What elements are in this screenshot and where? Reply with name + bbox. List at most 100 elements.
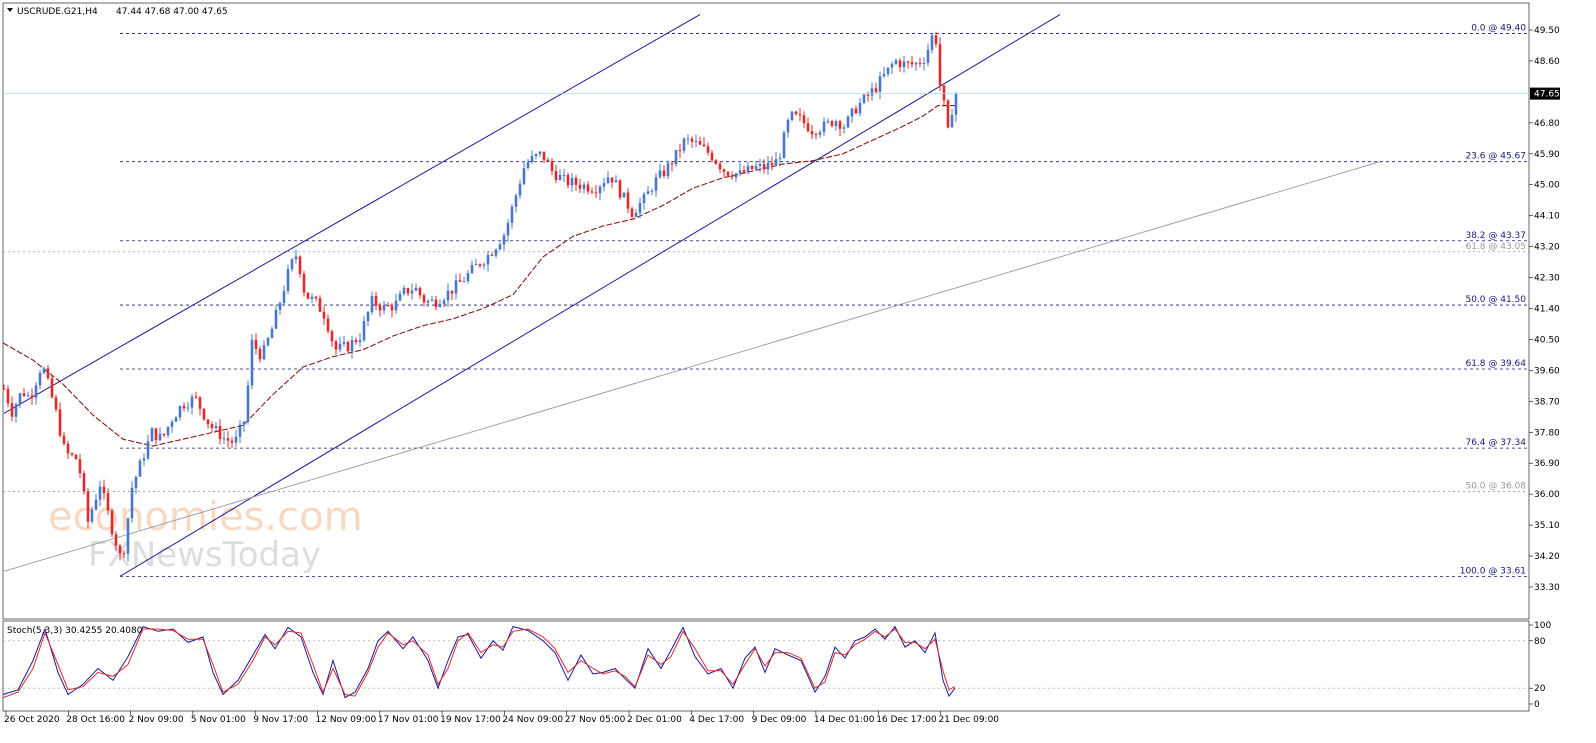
candle-body bbox=[762, 164, 766, 170]
candle-body bbox=[318, 298, 322, 312]
stoch-panel-frame bbox=[2, 620, 1530, 712]
candle-body bbox=[274, 309, 278, 329]
candle-body bbox=[290, 259, 294, 270]
candle-body bbox=[734, 173, 738, 178]
candle-body bbox=[954, 93, 958, 115]
price-axis-label: 40.50 bbox=[1534, 335, 1560, 345]
candle-body bbox=[50, 378, 54, 398]
watermark-line2: FXNewsToday bbox=[88, 535, 321, 575]
fib-secondary-label: 50.0 @ 36.08 bbox=[1465, 481, 1526, 491]
candle-body bbox=[674, 150, 678, 165]
candle-body bbox=[866, 94, 870, 96]
candle-body bbox=[738, 170, 742, 174]
price-axis-label: 45.90 bbox=[1534, 150, 1560, 160]
candle-body bbox=[786, 119, 790, 133]
candle-body bbox=[138, 460, 142, 477]
price-axis-label: 41.40 bbox=[1534, 305, 1560, 315]
candle-body bbox=[366, 312, 370, 322]
candle-body bbox=[506, 223, 510, 236]
candle-body bbox=[150, 428, 154, 442]
candle-body bbox=[350, 340, 354, 352]
candle-body bbox=[562, 174, 566, 176]
candle-body bbox=[98, 486, 102, 500]
candle-body bbox=[938, 44, 942, 86]
stoch-axis-label: 20 bbox=[1534, 684, 1546, 694]
candle-body bbox=[810, 131, 814, 135]
stoch-main-line bbox=[2, 625, 956, 699]
candle-body bbox=[654, 177, 658, 191]
candle-body bbox=[298, 256, 302, 274]
fib-level-label: 100.0 @ 33.61 bbox=[1460, 566, 1526, 576]
candle-body bbox=[218, 426, 222, 440]
candle-body bbox=[118, 545, 122, 554]
candle-body bbox=[22, 393, 26, 396]
candle-body bbox=[134, 476, 138, 488]
candle-body bbox=[754, 165, 758, 170]
candle-body bbox=[814, 134, 818, 136]
price-axis-label: 45.00 bbox=[1534, 181, 1560, 191]
candle-body bbox=[634, 212, 638, 217]
candle-body bbox=[862, 94, 866, 103]
candle-body bbox=[338, 343, 342, 350]
dropdown-arrow-icon[interactable] bbox=[7, 8, 13, 12]
candle-body bbox=[30, 395, 34, 398]
candle-body bbox=[778, 158, 782, 160]
candle-body bbox=[410, 290, 414, 294]
candle-body bbox=[650, 190, 654, 192]
time-axis-label: 12 Nov 09:00 bbox=[316, 715, 377, 725]
candle-body bbox=[878, 76, 882, 92]
candle-body bbox=[542, 151, 546, 160]
candle-body bbox=[378, 305, 382, 311]
candle-body bbox=[822, 121, 826, 133]
candle-body bbox=[702, 144, 706, 147]
candle-body bbox=[534, 153, 538, 156]
candle-body bbox=[38, 372, 42, 386]
candle-body bbox=[454, 280, 458, 294]
candle-body bbox=[638, 202, 642, 213]
candle-body bbox=[782, 132, 786, 159]
candle-body bbox=[166, 426, 170, 436]
candle-body bbox=[870, 88, 874, 96]
price-axis-label: 48.60 bbox=[1534, 57, 1560, 67]
candle-body bbox=[286, 269, 290, 292]
price-axis-label: 39.60 bbox=[1534, 366, 1560, 376]
candle-body bbox=[550, 161, 554, 172]
candle-body bbox=[558, 174, 562, 180]
candle-body bbox=[858, 102, 862, 114]
candle-body bbox=[578, 184, 582, 189]
price-axis-label: 34.20 bbox=[1534, 552, 1560, 562]
candle-body bbox=[334, 341, 338, 350]
candle-body bbox=[82, 473, 86, 492]
candle-body bbox=[94, 499, 98, 510]
time-axis-label: 16 Dec 17:00 bbox=[876, 715, 937, 725]
candle-body bbox=[894, 60, 898, 65]
stoch-signal-line bbox=[2, 628, 956, 699]
candle-body bbox=[478, 264, 482, 266]
candle-body bbox=[514, 195, 518, 207]
candle-body bbox=[686, 138, 690, 140]
candle-body bbox=[162, 433, 166, 436]
candle-body bbox=[242, 421, 246, 425]
candle-body bbox=[406, 288, 410, 294]
time-axis-label: 9 Nov 17:00 bbox=[253, 715, 308, 725]
candle-body bbox=[618, 180, 622, 198]
stoch-axis-label: 100 bbox=[1534, 621, 1551, 631]
candle-body bbox=[202, 408, 206, 420]
time-axis-label: 5 Nov 01:00 bbox=[191, 715, 246, 725]
candle-body bbox=[842, 127, 846, 129]
candle-body bbox=[26, 395, 30, 397]
price-axis-label: 46.80 bbox=[1534, 119, 1560, 129]
price-axis-label: 38.70 bbox=[1534, 397, 1560, 407]
fibonacci-levels: 0.0 @ 49.40 23.6 @ 45.67 38.2 @ 43.37 50.0 … bbox=[3, 23, 1529, 577]
candle-body bbox=[146, 441, 150, 459]
candle-body bbox=[706, 146, 710, 153]
candle-body bbox=[914, 62, 918, 65]
price-axis-label: 43.20 bbox=[1534, 243, 1560, 253]
candle-body bbox=[458, 280, 462, 282]
candle-body bbox=[14, 404, 18, 417]
candle-body bbox=[614, 180, 618, 183]
candle-body bbox=[418, 287, 422, 296]
ohlc-label: 47.44 47.68 47.00 47.65 bbox=[116, 7, 228, 17]
candle-body bbox=[530, 155, 534, 163]
